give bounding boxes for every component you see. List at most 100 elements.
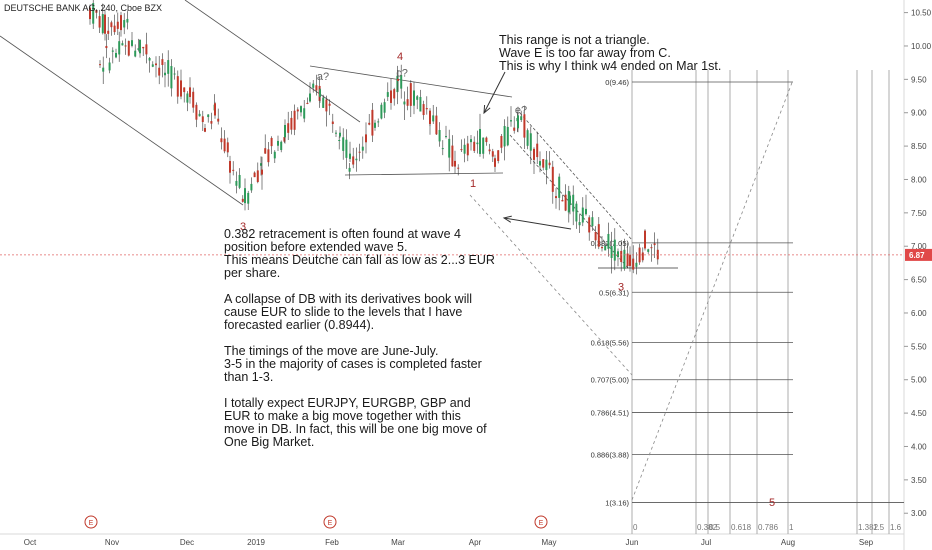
time-fib-label: 0.786 [758, 523, 779, 532]
candle-body [513, 127, 516, 131]
candle-body [539, 161, 541, 166]
candle-body [273, 151, 276, 159]
x-tick-label: Mar [391, 538, 405, 547]
candle-body [510, 120, 512, 122]
arrow-head [483, 104, 491, 115]
candle-body [397, 78, 399, 81]
candle-body [134, 50, 137, 57]
candle-body [476, 142, 479, 145]
candle-body [445, 136, 447, 138]
candle-body [591, 217, 594, 227]
time-fib-label: 1.6 [890, 523, 902, 532]
candle-body [158, 67, 161, 76]
earnings-marker-label: E [539, 520, 544, 527]
candle-body [155, 63, 157, 66]
candle-body [575, 203, 578, 222]
candle-body [253, 172, 256, 178]
candle-body [127, 40, 130, 56]
candle-body [306, 102, 309, 104]
fib-level-label: 0.886(3.88) [591, 450, 630, 459]
candle-body [629, 254, 631, 266]
candle-body [345, 139, 348, 158]
x-tick-label: Nov [105, 538, 119, 547]
candle-body [451, 145, 454, 167]
candle-body [635, 262, 638, 267]
earnings-marker [323, 515, 337, 529]
candle-body [413, 90, 415, 106]
candle-body [506, 126, 509, 146]
candle-body [137, 48, 140, 50]
wave-label: c? [396, 68, 408, 80]
candle-body [99, 64, 101, 66]
y-tick-label: 4.50 [911, 409, 927, 418]
trend-line [0, 35, 244, 206]
candle-body [482, 137, 485, 154]
candle-body [303, 108, 306, 119]
candle-body [284, 124, 286, 138]
earnings-marker [534, 515, 548, 529]
candle-body [632, 258, 635, 270]
candle-body [466, 143, 469, 156]
fib-level-label: 1(3.16) [605, 499, 629, 508]
y-tick-label: 3.00 [911, 509, 927, 518]
candle-body [647, 249, 650, 252]
candle-body [479, 129, 481, 154]
candle-body [264, 148, 267, 154]
candle-body [145, 44, 148, 55]
candle-body [167, 60, 170, 74]
candle-body [497, 150, 500, 161]
candle-body [189, 87, 191, 98]
candle-body [244, 188, 246, 204]
candle-body [473, 141, 476, 151]
candle-body [102, 67, 105, 72]
candle-body [406, 99, 409, 106]
candle-body [201, 116, 204, 123]
last-price-label: 6.87 [909, 251, 925, 260]
candle-body [214, 103, 216, 116]
candle-body [207, 114, 210, 118]
candle-body [98, 16, 101, 28]
candle-body [142, 46, 145, 49]
x-tick-label: Apr [469, 538, 482, 547]
candle-body [338, 140, 341, 142]
candle-body [267, 149, 270, 163]
trend-line [184, 0, 361, 123]
candle-body [319, 89, 321, 97]
candle-body [607, 233, 610, 249]
candle-body [283, 137, 286, 142]
y-tick-label: 6.00 [911, 309, 927, 318]
x-tick-label: May [541, 538, 556, 547]
y-tick-label: 10.50 [911, 9, 932, 18]
candle-body [110, 22, 113, 28]
candle-body [92, 3, 95, 24]
candle-body [256, 170, 259, 182]
candle-body [223, 138, 226, 152]
last-price-badge [905, 248, 932, 261]
candle-body [371, 109, 374, 136]
candle-body [555, 196, 557, 199]
candle-body [124, 45, 127, 47]
candle-body [164, 72, 166, 76]
candle-body [139, 39, 141, 54]
candle-body [529, 133, 532, 151]
candle-body [186, 93, 189, 103]
annotation-main: 0.382 retracement is often found at wave… [224, 227, 495, 449]
candle-body [116, 21, 119, 29]
annotation-top: This range is not a triangle. Wave E is … [499, 33, 722, 73]
candle-body [488, 149, 491, 152]
x-tick-label: Jun [626, 538, 639, 547]
time-fib-label: 1.382 [858, 523, 879, 532]
candle-body [290, 117, 293, 130]
candle-body [280, 141, 283, 151]
candle-body [235, 180, 238, 186]
candle-body [89, 7, 91, 20]
y-tick-label: 10.00 [911, 42, 932, 51]
candle-body [349, 153, 351, 159]
y-tick-label: 7.50 [911, 209, 927, 218]
candle-body [425, 108, 428, 110]
candle-body [115, 52, 117, 58]
candle-body [588, 217, 591, 233]
candle-body [409, 83, 412, 106]
y-tick-label: 6.50 [911, 276, 927, 285]
